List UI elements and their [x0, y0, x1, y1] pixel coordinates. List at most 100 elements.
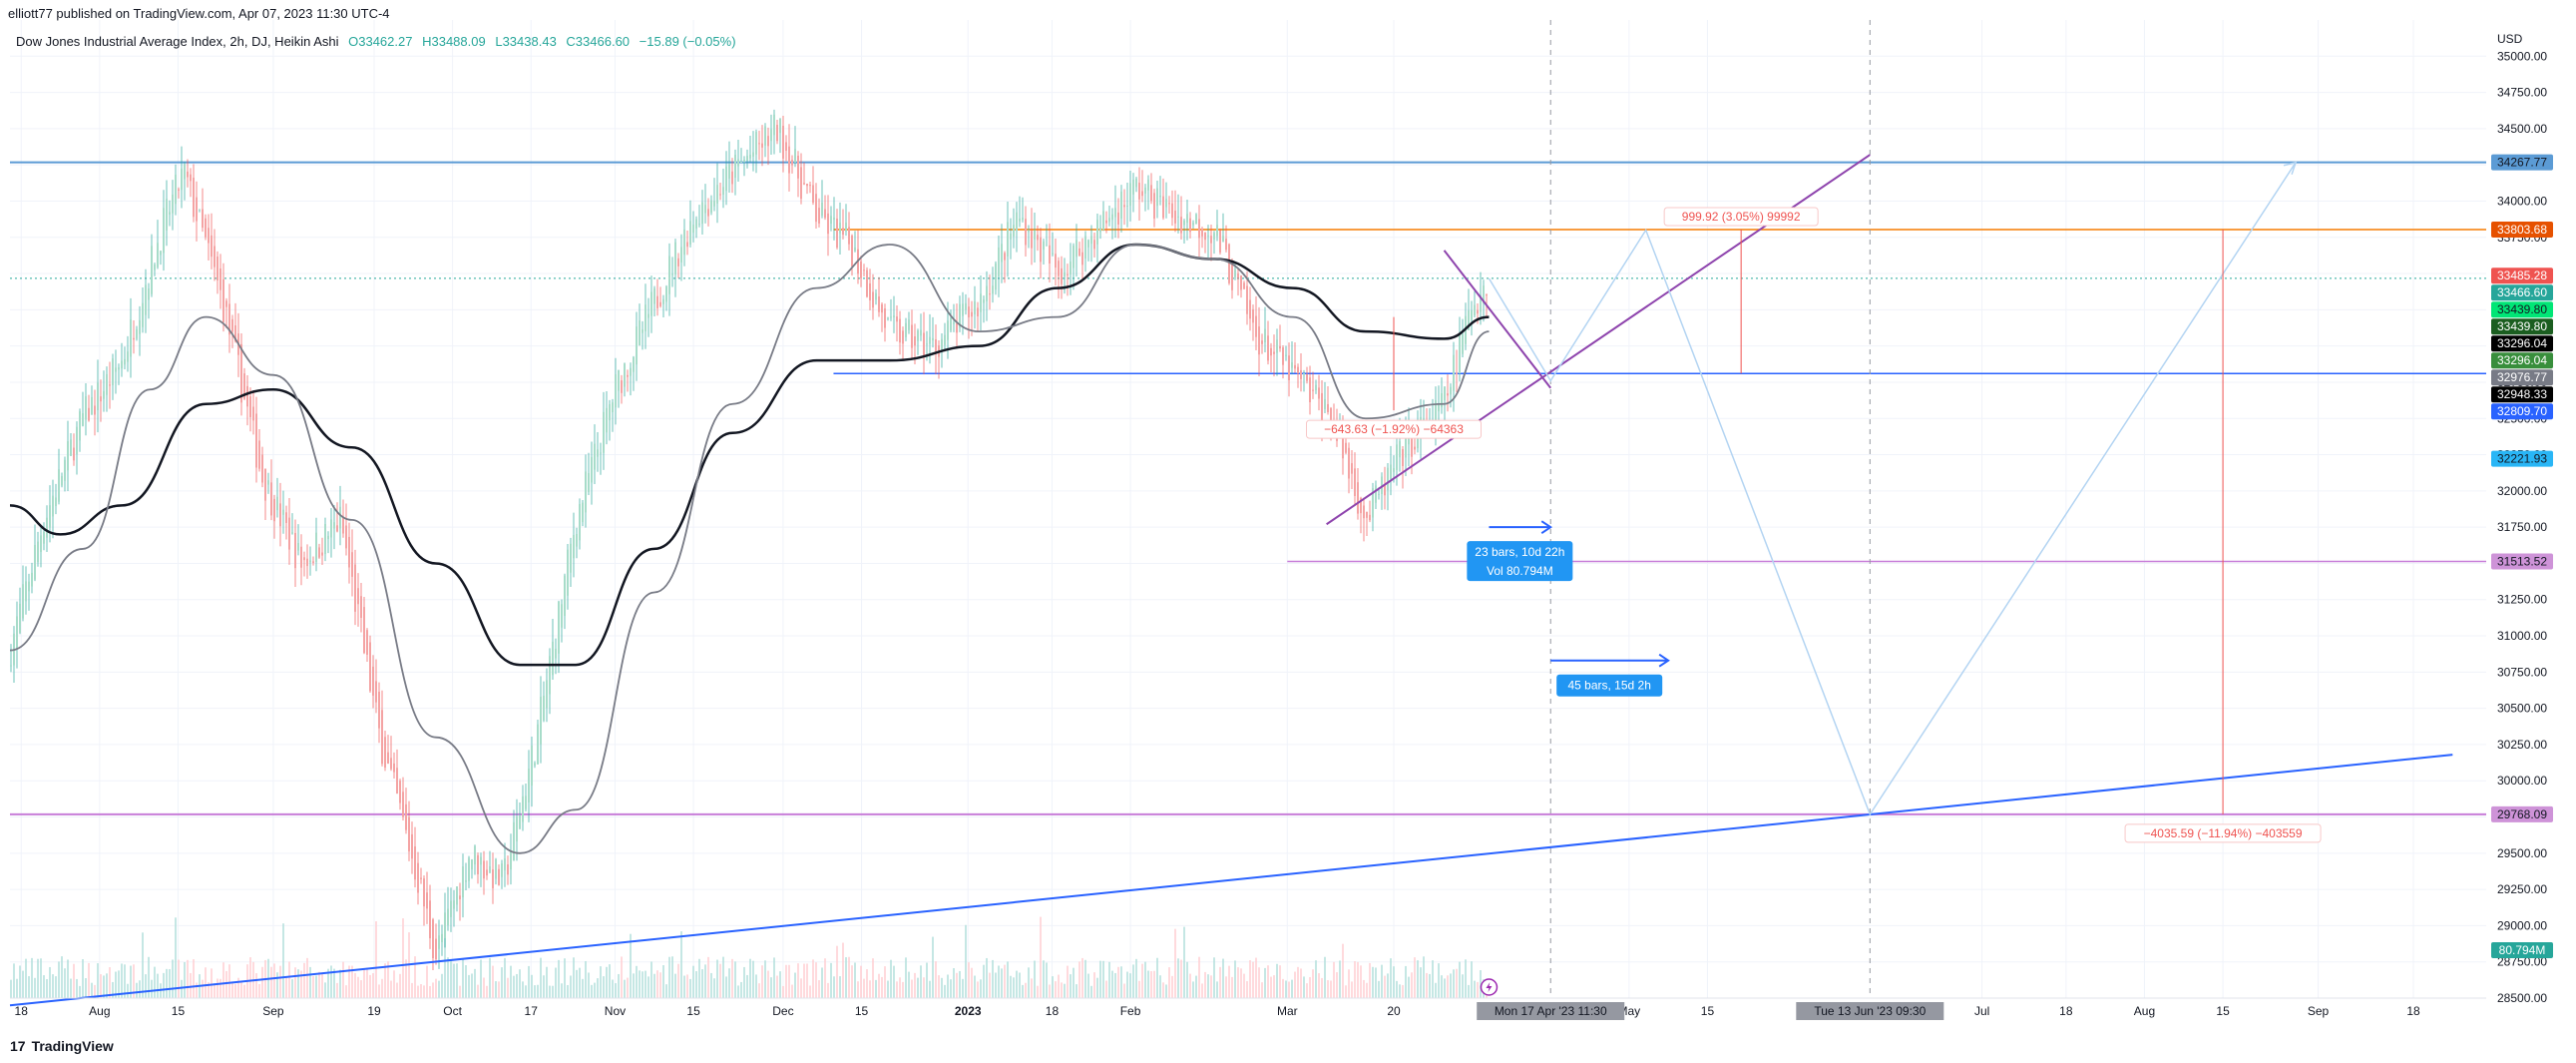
volume-bar — [387, 961, 389, 998]
volume-bar — [1129, 973, 1131, 998]
candle-body — [64, 459, 66, 481]
candle-body — [962, 303, 964, 316]
candle-body — [1222, 236, 1224, 242]
volume-bar — [324, 982, 326, 998]
candle-body — [920, 329, 922, 336]
price-label-box[interactable] — [2491, 221, 2553, 238]
volume-bar — [1240, 968, 1242, 998]
volume-bar — [1309, 976, 1311, 998]
candle-body — [1228, 244, 1230, 283]
volume-bar — [205, 967, 207, 998]
trendline[interactable] — [9, 754, 2453, 1007]
volume-bar — [100, 974, 102, 998]
candle-body — [1405, 431, 1407, 458]
candle-body — [1360, 497, 1362, 514]
candle-body — [543, 696, 545, 721]
candle-body — [495, 859, 497, 879]
volume-bar — [420, 983, 422, 998]
candle-body — [273, 498, 275, 522]
volume-bar — [531, 974, 533, 998]
candle-body — [594, 443, 596, 470]
date-tick-label: 18 — [2406, 1004, 2420, 1018]
volume-bar — [1294, 971, 1296, 998]
candle-body — [1300, 369, 1302, 379]
price-label-box[interactable] — [2491, 403, 2553, 420]
trendline[interactable] — [1443, 250, 1552, 389]
candle-body — [923, 332, 925, 356]
volume-bar — [67, 959, 69, 998]
date-marker-box[interactable] — [1477, 1002, 1625, 1020]
price-label-box[interactable] — [2491, 267, 2553, 284]
volume-bar — [926, 962, 928, 998]
candle-body — [1186, 214, 1188, 224]
candle-body — [1055, 254, 1057, 268]
drawings[interactable]: 999.92 (3.05%) 99992 −643.63 (−1.92%) −64… — [9, 154, 2453, 1007]
candle-body — [348, 536, 350, 568]
price-label-box[interactable] — [2491, 369, 2553, 386]
projection-path[interactable] — [1488, 162, 2297, 816]
candle-body — [1249, 299, 1251, 319]
volume-bar — [1291, 979, 1293, 998]
candle-body — [636, 326, 638, 365]
volume-bar — [61, 956, 63, 998]
time-axis[interactable]: 18 Aug 15 Sep 19 Oct 17 Nov 15 Dec 15 2023 18 Feb Mar 2… — [10, 997, 2486, 1020]
price-label-box[interactable] — [2491, 318, 2553, 335]
symbol-title[interactable]: Dow Jones Industrial Average Index, 2h, … — [16, 34, 339, 49]
price-label-box[interactable] — [2491, 386, 2553, 403]
volume-bar — [1261, 982, 1263, 998]
candle-body — [474, 845, 476, 865]
candle-body — [698, 224, 700, 226]
volume-bar — [1312, 969, 1314, 998]
volume-bar — [1411, 972, 1413, 998]
candle-body — [947, 320, 949, 340]
candle-body — [887, 317, 889, 319]
price-label-box[interactable] — [2491, 450, 2553, 467]
volume-bar — [498, 981, 500, 998]
volume-bar — [1084, 959, 1086, 998]
candle-body — [184, 164, 186, 180]
candle-body — [246, 385, 248, 407]
price-label-box[interactable] — [2491, 352, 2553, 369]
candle-body — [767, 136, 769, 147]
volume-bar — [974, 975, 976, 998]
date-marker-box[interactable] — [1796, 1002, 1944, 1020]
volume-bar — [1219, 966, 1221, 998]
volume-bar — [528, 965, 530, 998]
candle-body — [489, 865, 491, 873]
price-tick-label: 31750.00 — [2497, 520, 2547, 534]
volume-bar — [749, 958, 751, 998]
candle-body — [977, 307, 979, 316]
volume-bar — [348, 965, 350, 998]
volume-bar — [1279, 965, 1281, 998]
volume-bar — [938, 975, 940, 998]
volume-bar — [564, 958, 566, 998]
volume-bar — [725, 976, 727, 998]
price-label-box[interactable] — [2491, 805, 2553, 822]
price-label-box[interactable] — [2491, 301, 2553, 318]
candle-body — [639, 320, 641, 346]
price-label-box[interactable] — [2491, 154, 2553, 171]
candle-body — [1225, 239, 1227, 251]
candle-body — [656, 295, 658, 308]
volume-bar — [770, 977, 772, 998]
candle-body — [570, 543, 572, 573]
candle-body — [157, 243, 159, 267]
price-axis[interactable]: USD 28500.00 28750.00 29000.00 29250.00 29500… — [2491, 32, 2553, 1005]
candle-body — [944, 334, 946, 345]
price-label-box[interactable] — [2491, 553, 2553, 570]
legend-high: H33488.09 — [422, 34, 486, 49]
candle-body — [630, 367, 632, 376]
volume-bar — [112, 981, 114, 998]
volume-bar — [142, 932, 144, 998]
volume-bar — [399, 973, 401, 998]
candle-body — [624, 363, 626, 387]
candle-body — [1180, 217, 1182, 234]
price-label-box[interactable] — [2491, 284, 2553, 301]
volume-bar — [627, 977, 629, 998]
tradingview-brand[interactable]: 17 TradingView — [10, 1038, 114, 1054]
volume-bar — [1408, 976, 1410, 998]
volume-bar — [411, 982, 413, 998]
price-label-box[interactable] — [2491, 335, 2553, 352]
volume-bar — [1034, 960, 1036, 998]
